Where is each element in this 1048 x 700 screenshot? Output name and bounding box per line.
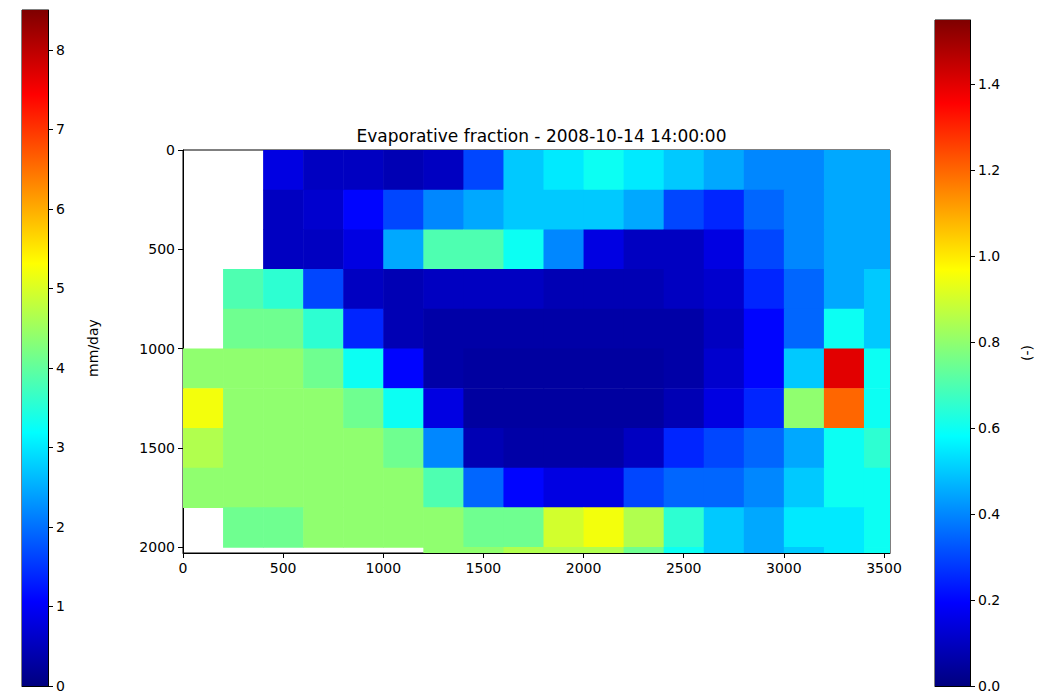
- svg-text:7: 7: [56, 121, 65, 137]
- svg-text:0.4: 0.4: [978, 506, 1000, 522]
- svg-text:4: 4: [56, 360, 65, 376]
- svg-text:Evaporative fraction - 2008-10: Evaporative fraction - 2008-10-14 14:00:…: [357, 126, 727, 146]
- svg-text:3500: 3500: [866, 560, 902, 576]
- svg-text:2: 2: [56, 519, 65, 535]
- svg-text:0: 0: [179, 560, 188, 576]
- svg-text:1.0: 1.0: [978, 248, 1000, 264]
- svg-text:3000: 3000: [766, 560, 802, 576]
- svg-text:500: 500: [270, 560, 297, 576]
- svg-text:0: 0: [56, 678, 65, 694]
- svg-text:2500: 2500: [666, 560, 702, 576]
- svg-text:3: 3: [56, 439, 65, 455]
- svg-text:1500: 1500: [466, 560, 502, 576]
- svg-text:1: 1: [56, 598, 65, 614]
- svg-text:1000: 1000: [365, 560, 401, 576]
- svg-text:1.2: 1.2: [978, 162, 1000, 178]
- svg-text:1.4: 1.4: [978, 76, 1000, 92]
- svg-text:8: 8: [56, 42, 65, 58]
- svg-text:500: 500: [148, 241, 175, 257]
- svg-text:0.6: 0.6: [978, 420, 1000, 436]
- svg-text:1000: 1000: [139, 341, 175, 357]
- svg-text:(-): (-): [1019, 345, 1035, 361]
- svg-text:1500: 1500: [139, 440, 175, 456]
- svg-text:2000: 2000: [139, 539, 175, 555]
- svg-text:2000: 2000: [566, 560, 602, 576]
- svg-text:0.0: 0.0: [978, 678, 1000, 694]
- svg-text:6: 6: [56, 201, 65, 217]
- svg-text:0.2: 0.2: [978, 592, 1000, 608]
- svg-text:mm/day: mm/day: [85, 319, 101, 377]
- svg-text:5: 5: [56, 280, 65, 296]
- svg-text:0: 0: [166, 142, 175, 158]
- svg-text:0.8: 0.8: [978, 334, 1000, 350]
